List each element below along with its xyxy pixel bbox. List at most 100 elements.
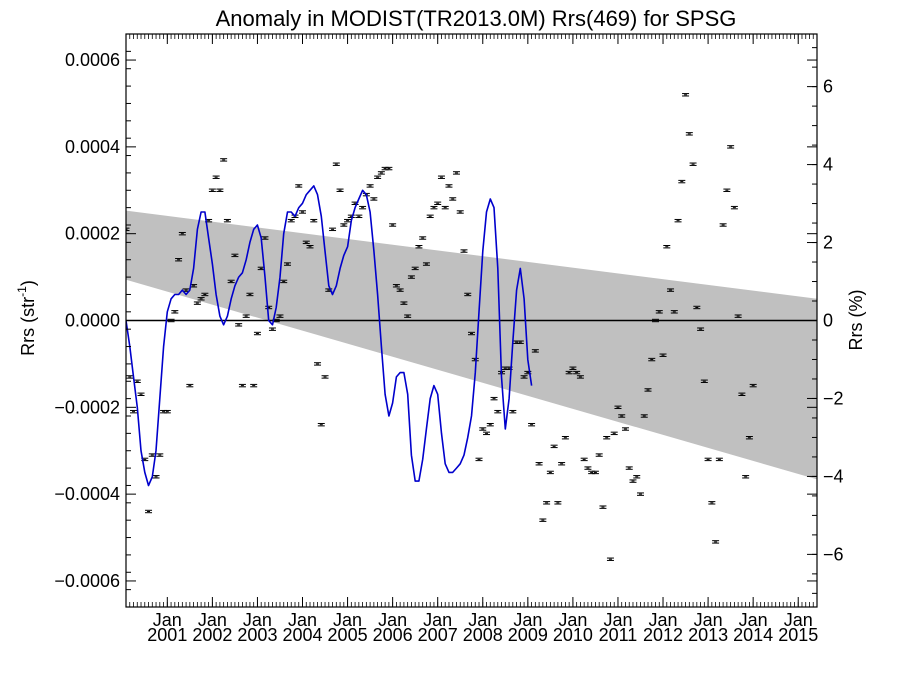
error-bar-point bbox=[464, 292, 472, 297]
error-bar-point bbox=[415, 245, 423, 249]
error-bar-point bbox=[156, 453, 164, 457]
error-bar-point bbox=[554, 501, 562, 505]
error-bar-point bbox=[516, 340, 524, 344]
error-bar-point bbox=[167, 318, 175, 323]
error-bar-point bbox=[640, 414, 648, 418]
error-bar-point bbox=[697, 327, 705, 331]
left-tick-label: −0.0004 bbox=[54, 484, 120, 504]
x-tick-month-label: Jan bbox=[739, 610, 768, 630]
error-bar-point bbox=[385, 166, 393, 171]
error-bar-point bbox=[306, 245, 314, 249]
error-bar-point bbox=[126, 375, 134, 379]
error-bar-point bbox=[193, 301, 201, 305]
error-bar-point bbox=[456, 210, 464, 214]
error-bar-point bbox=[648, 357, 656, 362]
error-bar-point bbox=[652, 318, 660, 323]
x-tick-month-label: Jan bbox=[784, 610, 813, 630]
x-tick-month-label: Jan bbox=[558, 610, 587, 630]
x-tick-year-label: 2003 bbox=[237, 625, 277, 645]
error-bar-point bbox=[253, 331, 261, 336]
error-bar-point bbox=[715, 457, 723, 462]
error-bar-point bbox=[460, 249, 468, 253]
error-bar-point bbox=[212, 175, 220, 179]
left-tick-label: 0.0004 bbox=[65, 137, 120, 157]
error-bar-point bbox=[625, 466, 633, 470]
error-bar-point bbox=[618, 414, 626, 418]
error-bar-point bbox=[261, 236, 269, 240]
x-tick-year-label: 2013 bbox=[688, 625, 728, 645]
error-bar-point bbox=[591, 470, 599, 475]
error-bar-point bbox=[276, 314, 284, 318]
error-bar-point bbox=[130, 409, 138, 414]
error-bar-point bbox=[377, 171, 385, 175]
error-bar-point bbox=[445, 184, 453, 188]
error-bar-point bbox=[633, 475, 641, 479]
error-bar-point bbox=[509, 409, 517, 414]
x-tick-month-label: Jan bbox=[694, 610, 723, 630]
error-bar-point bbox=[404, 314, 412, 318]
error-bar-point bbox=[317, 422, 325, 427]
right-tick-label: 6 bbox=[823, 77, 833, 97]
error-bar-point bbox=[479, 427, 487, 431]
error-bar-point bbox=[220, 158, 228, 162]
chart-title: Anomaly in MODIST(TR2013.0M) Rrs(469) fo… bbox=[216, 6, 737, 31]
error-bar-point bbox=[208, 188, 216, 192]
right-tick-label: 4 bbox=[823, 155, 833, 175]
error-bar-point bbox=[486, 422, 494, 427]
x-tick-year-label: 2005 bbox=[328, 625, 368, 645]
error-bar-point bbox=[359, 205, 367, 210]
error-bar-point bbox=[700, 379, 708, 383]
error-bar-point bbox=[201, 292, 209, 297]
x-tick-year-label: 2006 bbox=[373, 625, 413, 645]
error-bar-point bbox=[573, 370, 581, 375]
error-bar-point bbox=[520, 375, 528, 379]
error-bar-point bbox=[606, 557, 614, 561]
x-tick-month-label: Jan bbox=[513, 610, 542, 630]
error-bar-point bbox=[528, 422, 536, 427]
error-bar-point bbox=[407, 275, 415, 279]
left-tick-label: −0.0002 bbox=[54, 397, 120, 417]
error-bar-point bbox=[355, 214, 363, 219]
x-tick-year-label: 2002 bbox=[192, 625, 232, 645]
error-bar-point bbox=[347, 214, 355, 219]
right-tick-label: 0 bbox=[823, 311, 833, 331]
error-bar-point bbox=[723, 188, 731, 192]
error-bar-point bbox=[321, 375, 329, 379]
x-tick-month-label: Jan bbox=[198, 610, 227, 630]
x-tick-year-label: 2009 bbox=[508, 625, 548, 645]
smoothed-line bbox=[126, 185, 533, 487]
error-bar-point bbox=[663, 245, 671, 249]
error-bar-point bbox=[674, 218, 682, 223]
error-bar-point bbox=[565, 370, 573, 375]
right-tick-label: −6 bbox=[823, 544, 844, 564]
error-bar-point bbox=[539, 518, 547, 522]
error-bar-point bbox=[494, 409, 502, 414]
error-bar-point bbox=[400, 301, 408, 305]
error-bar-point bbox=[238, 383, 246, 388]
x-tick-year-label: 2001 bbox=[147, 625, 187, 645]
error-bar-point bbox=[599, 505, 607, 509]
error-bar-point bbox=[719, 223, 727, 227]
left-tick-label: 0.0006 bbox=[65, 50, 120, 70]
error-bar-point bbox=[475, 457, 483, 462]
error-bar-point bbox=[543, 501, 551, 505]
x-tick-month-label: Jan bbox=[378, 610, 407, 630]
x-tick-year-label: 2011 bbox=[599, 625, 638, 645]
error-bar-point bbox=[584, 466, 592, 470]
trend-band bbox=[126, 210, 817, 480]
error-bar-point bbox=[636, 492, 644, 496]
error-bar-point bbox=[685, 132, 693, 136]
error-bar-point bbox=[727, 145, 735, 149]
error-bar-point bbox=[295, 184, 303, 188]
error-bar-point bbox=[734, 314, 742, 318]
error-bar-point bbox=[280, 279, 288, 284]
error-bar-point bbox=[434, 201, 442, 205]
error-bar-point bbox=[370, 197, 378, 201]
error-bar-point bbox=[126, 227, 130, 232]
error-bar-point bbox=[223, 218, 231, 223]
y-axis-label-right: Rrs (%) bbox=[846, 290, 866, 351]
error-bar-point bbox=[283, 262, 291, 266]
x-tick-month-label: Jan bbox=[243, 610, 272, 630]
error-bar-point bbox=[389, 223, 397, 227]
error-bar-point bbox=[629, 479, 637, 483]
